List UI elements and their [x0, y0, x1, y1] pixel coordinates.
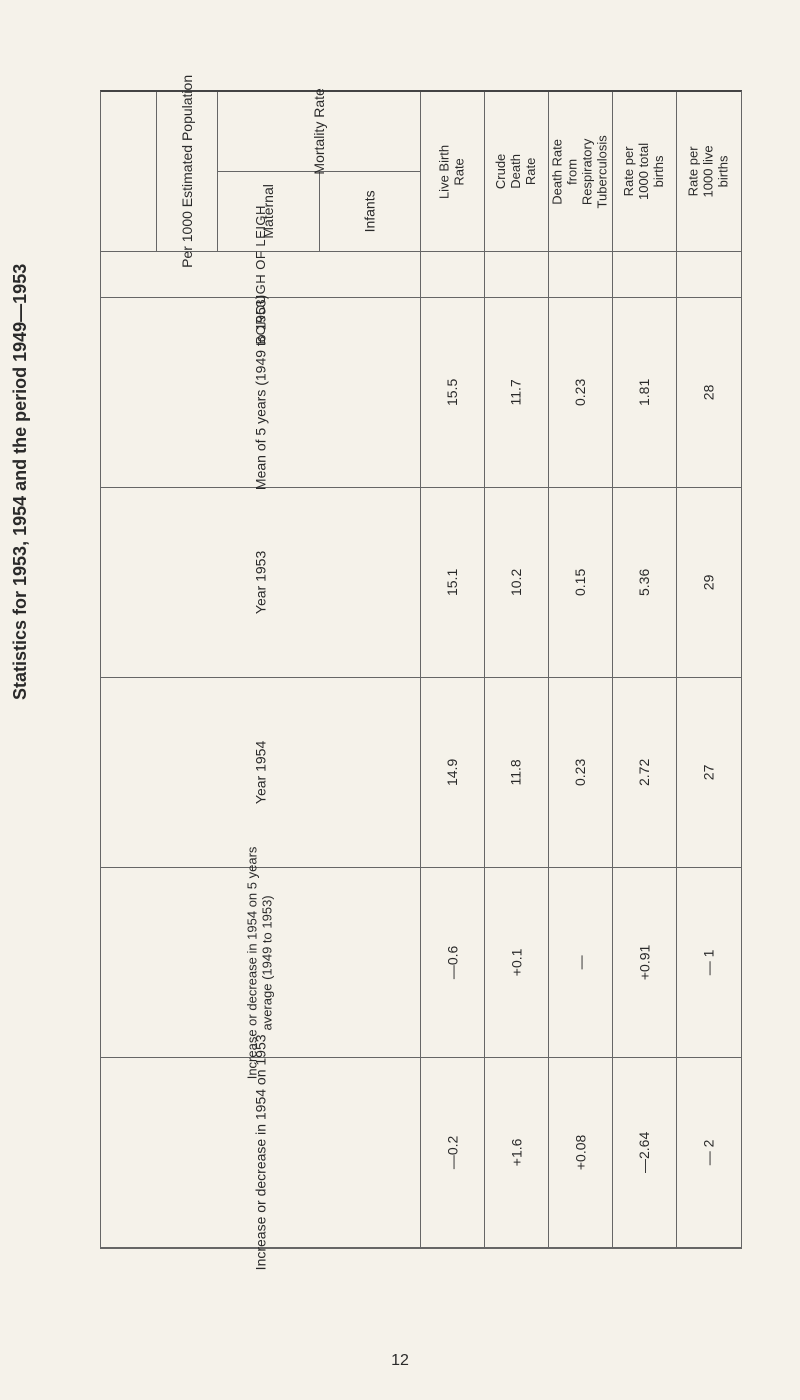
cell: 15.5: [444, 379, 461, 406]
table-row: Mean of 5 years (1949 to 1953) 15.5 11.7…: [101, 298, 741, 488]
cell: 1.81: [636, 379, 653, 406]
cell: 2.72: [636, 759, 653, 786]
cell: 5.36: [636, 569, 653, 596]
col-resp-tb: Death Rate from Respiratory Tuberculosis: [551, 135, 611, 208]
cell: —2.64: [636, 1132, 653, 1173]
col-maternal-sub: Rate per 1000 total births: [622, 140, 667, 203]
cell: 0.15: [572, 569, 589, 596]
cell: +0.91: [636, 945, 653, 980]
cell: +1.6: [508, 1139, 525, 1167]
table-header: Per 1000 Estimated Population Mortality …: [101, 92, 741, 252]
cell: 11.7: [508, 379, 525, 405]
page: Statistics for 1953, 1954 and the period…: [0, 0, 800, 1400]
table-row: Year 1954 14.9 11.8 0.23 2.72 27: [101, 678, 741, 868]
cell: 0.23: [572, 759, 589, 786]
document-title: Statistics for 1953, 1954 and the period…: [10, 264, 31, 700]
table-row: Increase or decrease in 1954 on 1953 —0.…: [101, 1058, 741, 1248]
cell: 27: [701, 765, 718, 781]
col-live-birth: Live Birth Rate: [438, 140, 468, 203]
table-row: Increase or decrease in 1954 on 5 years …: [101, 868, 741, 1058]
cell: 14.9: [444, 759, 461, 786]
cell: 10.2: [508, 569, 525, 596]
borough-row: BOROUGH OF LEIGH: [101, 252, 741, 298]
cell: 11.8: [508, 759, 525, 785]
cell: 29: [701, 575, 718, 591]
subgroup-infants: Infants: [361, 190, 378, 232]
row-label: Mean of 5 years (1949 to 1953): [252, 295, 269, 490]
cell: 0.23: [572, 379, 589, 406]
cell: —0.6: [444, 946, 461, 979]
cell: 15.1: [444, 569, 461, 596]
cell: +0.1: [508, 949, 525, 977]
cell: +0.08: [572, 1135, 589, 1170]
col-crude-death: Crude Death Rate: [494, 140, 539, 203]
group-mortality: Mortality Rate: [311, 88, 328, 174]
page-number: 12: [0, 1352, 800, 1370]
cell: — 2: [701, 1140, 718, 1166]
row-label: Year 1954: [252, 741, 269, 804]
table-row: Year 1953 15.1 10.2 0.15 5.36 29: [101, 488, 741, 678]
row-label: Year 1953: [252, 551, 269, 614]
group-per1000: Per 1000 Estimated Population: [179, 75, 196, 268]
row-label: Increase or decrease in 1954 on 1953: [252, 1035, 269, 1271]
cell: —0.2: [444, 1136, 461, 1169]
cell: 28: [701, 385, 718, 401]
col-infants-sub: Rate per 1000 live births: [687, 140, 732, 204]
cell: — 1: [701, 950, 718, 976]
cell: —: [572, 955, 589, 969]
stats-table: Per 1000 Estimated Population Mortality …: [100, 90, 742, 1249]
